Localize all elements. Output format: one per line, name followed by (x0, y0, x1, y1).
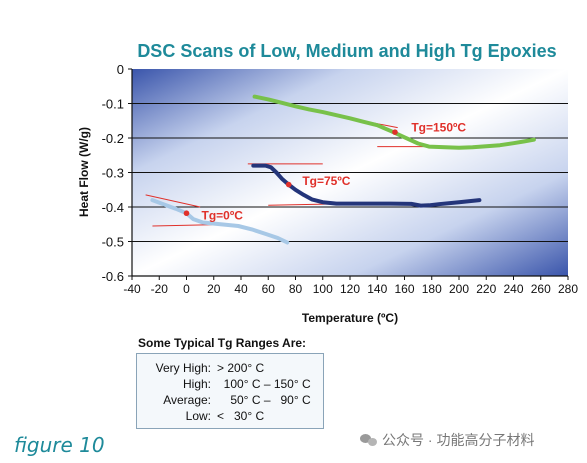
y-tick-label: -0.1 (102, 97, 124, 112)
series-line-2 (252, 94, 536, 150)
x-tick-label: 180 (422, 282, 442, 296)
wechat-icon (360, 433, 378, 447)
y-axis-label: Heat Flow (W/g) (77, 127, 91, 217)
x-tick-label: 60 (262, 282, 276, 296)
x-tick-label: 240 (503, 282, 523, 296)
y-tick-labels: 0 -0.1 -0.2 -0.3 -0.4 -0.5 -0.6 (102, 62, 124, 284)
series-lines (150, 94, 536, 245)
range-row-low: Low: < 30° C (137, 408, 323, 424)
series-line-0 (150, 198, 290, 245)
grid-lines (132, 103, 568, 242)
figure-label: figure 10 (14, 433, 105, 457)
x-tick-label: 160 (394, 282, 414, 296)
tg-point (285, 181, 292, 188)
y-tick-label: -0.5 (102, 235, 124, 250)
ranges-box: Very High: > 200° C High: 100° C – 150° … (136, 353, 324, 429)
x-tick-label: 200 (449, 282, 469, 296)
range-label: High: (182, 377, 211, 391)
range-row-very-high: Very High: > 200° C (137, 360, 323, 376)
x-tick-label: 100 (313, 282, 333, 296)
y-tick-label: -0.2 (102, 131, 124, 146)
range-value: 50° C – 90° C (217, 393, 311, 407)
series-line-1 (251, 163, 482, 208)
watermark-text: 公众号 · 功能高分子材料 (382, 432, 535, 448)
tg-points (183, 129, 398, 217)
x-tick-label: 0 (183, 282, 190, 296)
x-tick-label: 40 (234, 282, 248, 296)
annotations: Tg=0ºC Tg=75ºC Tg=150ºC (201, 121, 466, 223)
tg-point (183, 210, 190, 217)
range-value: < 30° C (217, 409, 265, 423)
range-label: Very High: (155, 361, 211, 375)
tg-point (392, 129, 398, 135)
range-label: Low: (185, 409, 211, 423)
x-tick-label: 280 (558, 282, 578, 296)
x-tick-label: 80 (289, 282, 303, 296)
x-tick-label: 260 (531, 282, 551, 296)
tangent-line (145, 194, 201, 208)
x-tick-label: 120 (340, 282, 360, 296)
tg-annotation: Tg=150ºC (411, 121, 466, 135)
dsc-chart: DSC Scans of Low, Medium and High Tg Epo… (77, 41, 578, 325)
y-tick-label: 0 (117, 62, 124, 77)
x-tick-label: -20 (151, 282, 169, 296)
range-row-average: Average: 50° C – 90° C (137, 392, 323, 408)
tg-annotation: Tg=75ºC (302, 174, 350, 188)
x-tick-label: 220 (476, 282, 496, 296)
ranges-title: Some Typical Tg Ranges Are: (138, 336, 307, 350)
range-value: 100° C – 150° C (217, 377, 311, 391)
watermark: 公众号 · 功能高分子材料 (360, 430, 534, 450)
range-row-high: High: 100° C – 150° C (137, 376, 323, 392)
y-tick-label: -0.3 (102, 166, 124, 181)
x-tick-label: 20 (207, 282, 221, 296)
y-tick-label: -0.6 (102, 269, 124, 284)
x-tick-label: -40 (123, 282, 141, 296)
chart-title: DSC Scans of Low, Medium and High Tg Epo… (137, 41, 556, 61)
range-label: Average: (163, 393, 211, 407)
x-axis-label: Temperature (ºC) (302, 311, 398, 325)
axes (128, 68, 569, 280)
y-tick-label: -0.4 (102, 200, 124, 215)
x-tick-label: 140 (367, 282, 387, 296)
x-tick-labels: -40 -20 0 20 40 60 80 100 120 140 160 180 200 220 240 2… (123, 282, 578, 296)
tg-annotation: Tg=0ºC (201, 209, 243, 223)
range-value: > 200° C (217, 361, 265, 375)
